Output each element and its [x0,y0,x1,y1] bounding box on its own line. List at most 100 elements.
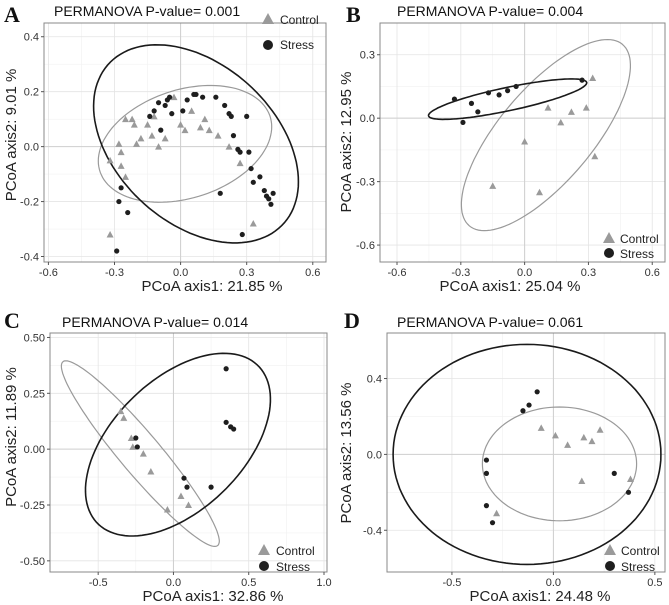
y-tick-label: -0.6 [356,240,375,252]
legend-control-marker [258,544,270,555]
legend-stress-marker [263,40,273,50]
control-point [122,115,130,123]
confidence-ellipse-stress [92,43,300,244]
plot-background [44,23,326,262]
stress-point [270,190,276,196]
control-point [591,152,599,160]
stress-point [520,408,526,414]
control-point [170,93,178,101]
ellipse-layer [392,343,662,566]
stress-point [208,484,214,490]
stress-point [193,91,199,98]
legend-control-marker [603,232,615,243]
x-tick-labels: -0.5 0.0 0.5 [442,572,663,589]
chart-title: PERMANOVA P-value= 0.061 [397,314,583,330]
stress-point [248,165,254,172]
stress-point [257,174,263,180]
stress-point [217,190,223,196]
control-point [588,437,596,445]
control-point [148,132,156,139]
plot-area [49,332,328,573]
stress-point [485,90,492,96]
stress-point [250,179,256,185]
plot-background [50,333,327,572]
stress-point [169,111,175,117]
control-point [137,134,145,142]
y-tick-label: 0.3 [360,50,375,62]
stress-point [611,470,617,476]
control-point [582,104,590,111]
legend-control-label: Control [621,544,660,558]
stress-point [181,475,187,481]
panel-letter: D [344,308,360,333]
control-point [147,467,155,475]
y-tick-label: -0.4 [363,525,382,537]
control-point [129,443,137,450]
y-tick-label: 0.50 [24,332,45,344]
panel-letter: C [4,308,20,333]
control-point [127,434,135,441]
stress-point [114,248,120,254]
legend-stress-label: Stress [276,560,310,574]
control-point [177,121,185,128]
stress-point [534,389,540,395]
stress-point [231,426,237,432]
legend-stress-marker [259,561,269,571]
legend-stress-label: Stress [621,560,655,574]
legend-stress-marker [605,561,615,571]
legend: Control Stress [262,13,319,52]
stress-point [239,231,245,238]
stress-point [228,113,234,120]
control-point [115,140,123,147]
control-point [564,441,572,448]
x-tick-label: 0.5 [647,577,662,589]
confidence-ellipse-control [460,38,631,232]
control-point [489,182,497,189]
stress-point [244,113,250,120]
legend-control-marker [262,13,274,24]
control-point [493,509,501,517]
x-tick-label: 0.0 [546,577,561,589]
y-tick-label: -0.3 [356,177,375,189]
y-tick-label: 0.0 [24,142,39,154]
panel-c: C PERMANOVA P-value= 0.014 -0.50 -0.25 0.0… [3,308,332,605]
control-point [236,159,244,167]
panel-d: D PERMANOVA P-value= 0.061 -0.4 0.0 0.4 -0… [338,308,666,605]
legend-stress-marker [604,248,614,258]
stress-point [483,503,490,509]
stress-point [162,102,168,109]
control-point [196,123,204,131]
stress-point [526,402,532,408]
stress-point [579,77,585,83]
stress-point [230,133,237,139]
stress-point [246,149,252,155]
y-tick-label: 0.0 [360,113,375,125]
control-point [536,188,544,196]
control-point [589,74,597,81]
x-tick-label: -0.5 [89,577,108,589]
control-point [188,107,196,114]
confidence-ellipse-stress [84,352,272,537]
y-tick-label: 0.4 [24,32,39,44]
plot-area [386,332,666,573]
control-point [117,162,125,169]
control-point [177,492,185,500]
legend: Control Stress [258,544,315,574]
control-point [106,231,114,238]
y-tick-labels: -0.4 -0.2 0.0 0.2 0.4 [20,32,44,264]
stress-point [116,198,122,205]
confidence-ellipse-stress [392,343,662,566]
plot-area [43,22,327,263]
control-point [122,173,130,180]
stress-point [213,94,219,100]
stress-point [155,100,162,106]
y-axis-label: PCoA axis2: 13.56 % [338,383,355,524]
control-point [150,112,158,120]
stress-point [496,92,502,98]
stress-point [475,109,481,115]
panel-letter: A [4,2,20,27]
control-point [225,143,233,150]
chart-title: PERMANOVA P-value= 0.014 [62,314,248,330]
stress-point [133,435,139,441]
x-tick-label: 0.5 [241,577,256,589]
